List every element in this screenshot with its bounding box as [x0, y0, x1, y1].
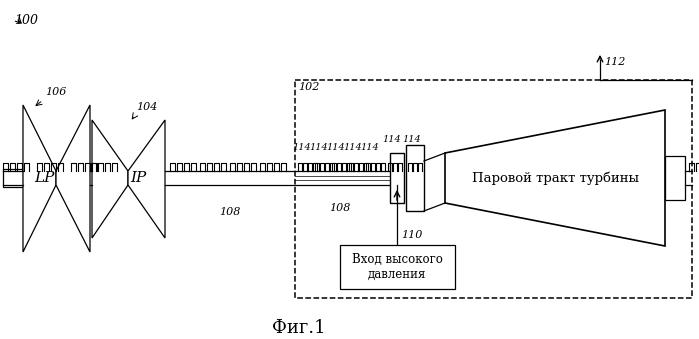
Text: 108: 108 [219, 207, 240, 217]
Text: IP: IP [130, 171, 146, 185]
Text: 102: 102 [298, 82, 319, 92]
Text: Вход высокого
давления: Вход высокого давления [352, 253, 442, 281]
Bar [3, 169, 23, 187]
Text: 114: 114 [293, 143, 311, 152]
Text: 114: 114 [382, 135, 401, 144]
Polygon shape [92, 120, 128, 238]
Text: 110: 110 [401, 230, 422, 240]
Text: 104: 104 [136, 102, 157, 112]
Text: Паровой тракт турбины: Паровой тракт турбины [472, 171, 638, 185]
Bar [340, 245, 455, 289]
Text: 114: 114 [310, 143, 329, 152]
Text: 114: 114 [361, 143, 380, 152]
Polygon shape [56, 105, 90, 252]
Text: 114: 114 [344, 143, 362, 152]
Text: LP: LP [34, 171, 55, 185]
Bar [295, 80, 692, 298]
Text: 108: 108 [329, 203, 351, 213]
Polygon shape [445, 110, 665, 246]
Polygon shape [23, 105, 56, 252]
Text: Фиг.1: Фиг.1 [272, 319, 326, 337]
Bar [390, 153, 404, 203]
Text: 106: 106 [45, 87, 66, 97]
Polygon shape [128, 120, 165, 238]
Bar [406, 145, 424, 211]
Text: 114: 114 [403, 135, 421, 144]
Text: 100: 100 [14, 14, 38, 27]
Bar [665, 156, 685, 200]
Text: 112: 112 [604, 57, 626, 67]
Text: 114: 114 [326, 143, 345, 152]
